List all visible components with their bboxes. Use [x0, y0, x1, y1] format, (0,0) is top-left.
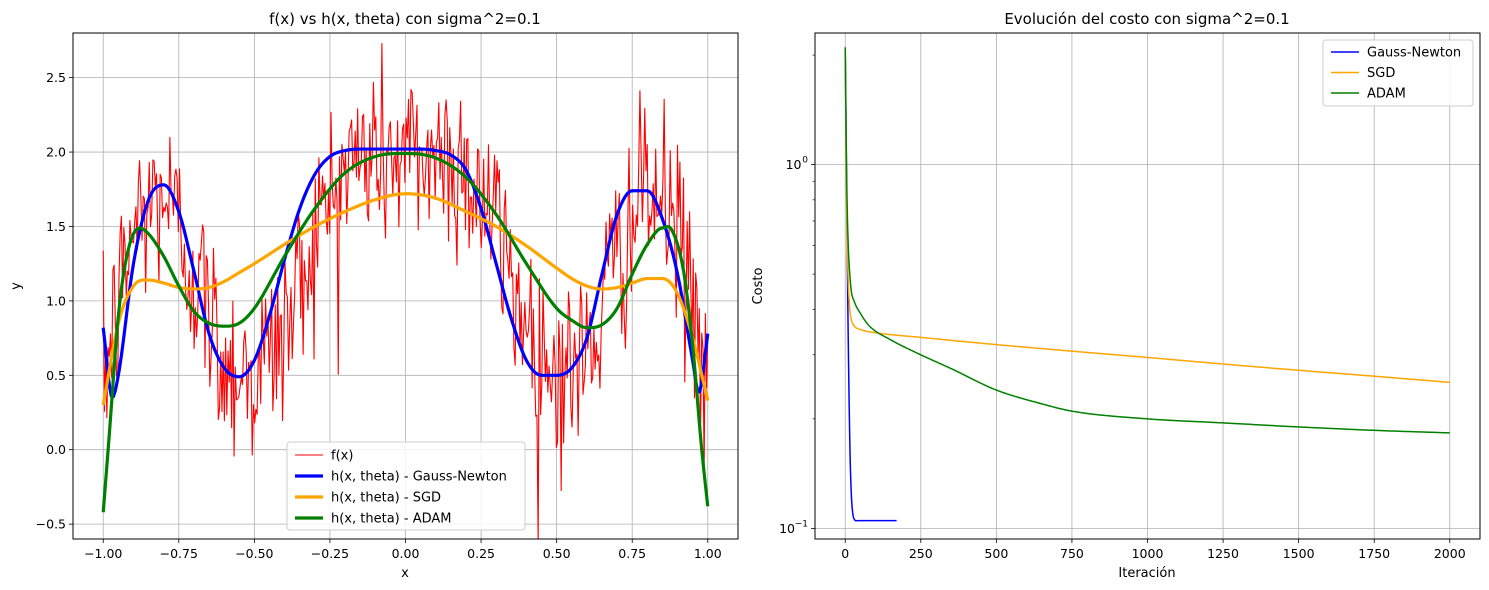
x-tick-label: 250 — [909, 546, 933, 561]
legend-box — [286, 441, 526, 531]
x-tick-label: 1750 — [1358, 546, 1390, 561]
grid — [815, 33, 1480, 539]
series-line-2 — [101, 192, 710, 406]
legend: f(x) h(x, theta) - Gauss-Newton h(x, theta… — [286, 441, 526, 531]
y-tick-label: 10 — [786, 157, 802, 172]
x-tick-label: 750 — [1060, 546, 1084, 561]
x-tick-label: 1000 — [1132, 546, 1164, 561]
legend-label: h(x, theta) - SGD — [331, 491, 441, 506]
x-axis-label: x — [401, 566, 409, 581]
y-tick-label: 0.5 — [46, 368, 66, 383]
x-tick-label: 500 — [984, 546, 1008, 561]
x-tick-label: 2000 — [1434, 546, 1466, 561]
y-tick-label: 1.5 — [46, 219, 66, 234]
x-tick-label: 0.25 — [467, 546, 495, 561]
y-tick-label: 2.5 — [46, 70, 66, 85]
y-tick-label: 10 — [779, 521, 795, 536]
legend-label: ADAM — [1367, 87, 1406, 102]
x-tick-label: −0.25 — [311, 546, 349, 561]
y-tick-label: 1.0 — [46, 293, 66, 308]
x-tick-label: −0.75 — [160, 546, 198, 561]
chart-title: Evolución del costo con sigma^2=0.1 — [1004, 10, 1289, 28]
chart-cost-evolution: Evolución del costo con sigma^2=0.1 0 250… — [751, 10, 1481, 581]
x-tick-label: 0 — [841, 546, 849, 561]
y-tick-label: −0.5 — [36, 517, 66, 532]
legend-label: h(x, theta) - Gauss-Newton — [331, 470, 507, 485]
y-axis-label: y — [9, 282, 24, 290]
y-tick-label: 2.0 — [46, 145, 66, 160]
series-line-1 — [101, 147, 710, 399]
y-tick-exponent: 0 — [802, 156, 808, 166]
x-tick-label: 1500 — [1283, 546, 1315, 561]
legend-label: h(x, theta) - ADAM — [331, 512, 451, 527]
y-axis-label: Costo — [751, 268, 766, 305]
legend-label: f(x) — [331, 449, 353, 464]
y-ticks: −0.5 0.0 0.5 1.0 1.5 2.0 2.5 — [36, 70, 73, 532]
x-tick-label: 1250 — [1207, 546, 1239, 561]
x-ticks: 0 250 500 750 1000 1250 1500 1750 2000 — [841, 539, 1466, 561]
chart-fx-vs-h: f(x) vs h(x, theta) con sigma^2=0.1 −1.0… — [9, 10, 739, 581]
x-ticks: −1.00 −0.75 −0.50 −0.25 0.00 0.25 0.50 0.75 1.00 — [84, 539, 722, 561]
x-tick-label: 1.00 — [694, 546, 722, 561]
series-line-2 — [844, 46, 1450, 434]
x-tick-label: 0.75 — [618, 546, 646, 561]
x-tick-label: −1.00 — [84, 546, 122, 561]
legend: Gauss-Newton SGD ADAM — [1322, 39, 1474, 107]
series-lines — [101, 42, 710, 539]
plot-area — [101, 42, 710, 539]
series-line-3 — [101, 151, 710, 513]
x-tick-label: −0.50 — [235, 546, 273, 561]
legend-label: Gauss-Newton — [1367, 46, 1461, 61]
series-lines — [844, 46, 1450, 522]
x-tick-label: 0.00 — [392, 546, 420, 561]
y-tick-label: 0.0 — [46, 442, 66, 457]
y-tick-exponent: −1 — [795, 519, 808, 529]
plot-area — [844, 46, 1450, 522]
chart-title: f(x) vs h(x, theta) con sigma^2=0.1 — [269, 10, 541, 28]
legend-label: SGD — [1367, 66, 1395, 81]
x-axis-label: Iteración — [1118, 566, 1175, 581]
x-tick-label: 0.50 — [543, 546, 571, 561]
series-line-1 — [844, 47, 1450, 384]
legend-box — [1322, 39, 1474, 107]
